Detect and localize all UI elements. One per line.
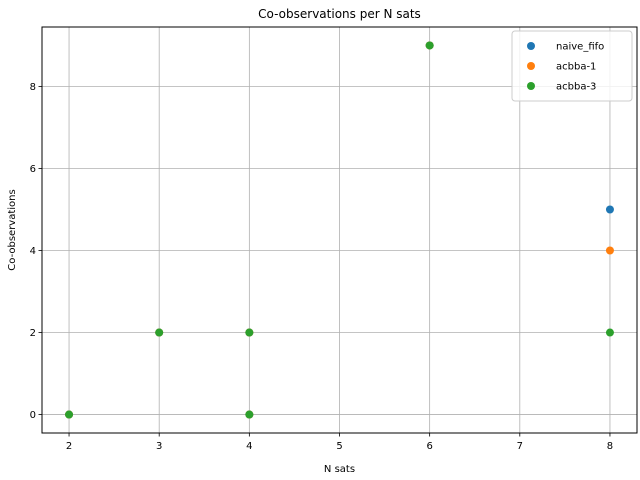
data-point-acbba-3 [65, 410, 74, 419]
x-tick-label: 5 [336, 441, 342, 452]
data-point-acbba-3 [425, 41, 434, 50]
legend-label-naive_fifo: naive_fifo [556, 42, 604, 53]
x-tick-label: 3 [156, 441, 162, 452]
x-tick-label: 6 [426, 441, 432, 452]
x-tick-label: 8 [607, 441, 613, 452]
data-point-acbba-3 [245, 328, 254, 337]
legend: naive_fifo acbba-1 acbba-3 [511, 30, 633, 102]
legend-marker-naive_fifo [527, 42, 535, 50]
x-tick-label: 4 [246, 441, 252, 452]
chart-title: Co-observations per N sats [258, 7, 421, 21]
data-points [65, 41, 614, 419]
legend-label-acbba-1: acbba-1 [556, 62, 596, 73]
y-tick-label: 4 [30, 246, 36, 257]
y-axis-ticks: 0 2 4 6 8 [30, 82, 42, 421]
legend-box [511, 30, 633, 102]
data-point-acbba-3 [605, 328, 614, 337]
x-axis-ticks: 2 3 4 5 6 7 8 [66, 433, 613, 452]
y-tick-label: 6 [30, 164, 36, 175]
data-point-acbba-3 [155, 328, 164, 337]
data-point-naive_fifo [605, 205, 614, 214]
data-point-acbba-3 [245, 410, 254, 419]
legend-label-acbba-3: acbba-3 [556, 82, 596, 93]
x-axis-title: N sats [324, 464, 355, 475]
data-point-acbba-1 [605, 246, 614, 255]
y-tick-label: 0 [30, 410, 36, 421]
x-tick-label: 7 [517, 441, 523, 452]
x-tick-label: 2 [66, 441, 72, 452]
y-tick-label: 2 [30, 328, 36, 339]
y-tick-label: 8 [30, 82, 36, 93]
y-axis-title: Co-observations [7, 189, 18, 270]
legend-marker-acbba-3 [527, 82, 535, 90]
legend-marker-acbba-1 [527, 62, 535, 70]
grid-lines [42, 27, 637, 433]
